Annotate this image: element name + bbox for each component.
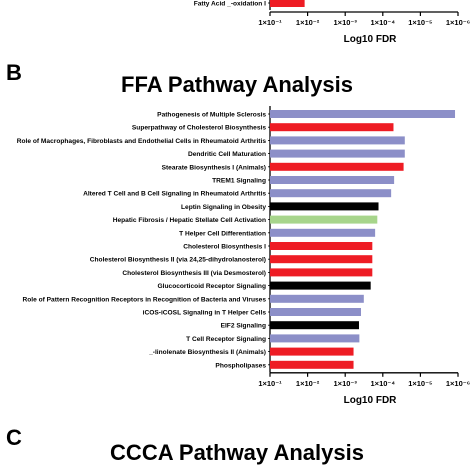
ffa-category-label: Stearate Biosynthesis I (Animals) xyxy=(162,164,266,171)
ffa-category-label: T Helper Cell Differentiation xyxy=(179,230,266,237)
ffa-bar xyxy=(270,334,360,343)
ffa-bar xyxy=(270,255,373,264)
panel-a-x-tick-label: 1×10⁻¹ xyxy=(258,18,282,27)
ffa-x-tick-label: 1×10⁻² xyxy=(296,379,320,388)
ffa-category-label: Role of Macrophages, Fibroblasts and End… xyxy=(17,138,267,145)
ffa-bar xyxy=(270,228,376,237)
ffa-bar xyxy=(270,308,362,316)
ffa-x-axis-label: Log10 FDR xyxy=(344,395,398,406)
panel-a-x-tick-label: 1×10⁻⁶ xyxy=(446,18,470,27)
panel-c-letter: C xyxy=(6,425,22,450)
ffa-bar xyxy=(270,360,354,369)
ffa-category-label: TREM1 Signaling xyxy=(212,178,266,185)
ffa-category-label: Cholesterol Biosynthesis III (via Desmos… xyxy=(122,270,266,277)
panel-a-x-tick-label: 1×10⁻² xyxy=(296,18,320,27)
ffa-category-label: Leptin Signaling in Obesity xyxy=(181,204,266,211)
ffa-category-label: Superpathway of Cholesterol Biosynthesis xyxy=(132,125,266,132)
ffa-category-label: Phospholipases xyxy=(215,362,266,369)
ffa-x-tick-label: 1×10⁻¹ xyxy=(258,379,282,388)
panel-a-x-tick-label: 1×10⁻³ xyxy=(334,18,358,27)
ffa-x-tick-label: 1×10⁻⁴ xyxy=(371,379,396,388)
ffa-category-label: Role of Pattern Recognition Receptors in… xyxy=(22,296,266,303)
ffa-bar xyxy=(270,110,456,118)
ccca-chart-title: CCCA Pathway Analysis xyxy=(110,440,364,465)
ffa-bar xyxy=(270,321,359,330)
ffa-category-label: Pathogenesis of Multiple Sclerosis xyxy=(157,112,266,119)
ffa-bar xyxy=(270,347,354,356)
ffa-bar xyxy=(270,268,373,277)
ffa-bar xyxy=(270,189,392,198)
ffa-x-tick-label: 1×10⁻⁵ xyxy=(408,379,433,388)
ffa-x-tick-label: 1×10⁻³ xyxy=(334,379,358,388)
ffa-chart-title: FFA Pathway Analysis xyxy=(121,72,353,97)
ffa-bar xyxy=(270,123,394,132)
ffa-bar xyxy=(270,202,379,211)
ffa-category-label: EIF2 Signaling xyxy=(221,323,266,330)
ffa-bar xyxy=(270,162,404,171)
ffa-category-label: Hepatic Fibrosis / Hepatic Stellate Cell… xyxy=(113,217,266,224)
panel-a-x-axis-label: Log10 FDR xyxy=(344,34,398,45)
ffa-category-label: Cholesterol Biosynthesis I xyxy=(183,244,266,251)
ffa-category-label: iCOS-iCOSL Signaling in T Helper Cells xyxy=(143,310,267,317)
ffa-category-label: T Cell Receptor Signaling xyxy=(186,336,266,343)
panel-a-x-tick-label: 1×10⁻⁴ xyxy=(371,18,396,27)
ffa-category-label: Glucocorticoid Receptor Signaling xyxy=(158,283,266,290)
panel-b-letter: B xyxy=(6,60,22,85)
ffa-bar xyxy=(270,242,373,250)
ffa-category-label: Altered T Cell and B Cell Signaling in R… xyxy=(83,191,266,198)
ffa-category-label: _-linolenate Biosynthesis II (Animals) xyxy=(148,349,266,356)
ffa-bar xyxy=(270,294,364,303)
panel-a-x-tick-label: 1×10⁻⁵ xyxy=(408,18,433,27)
ffa-bar xyxy=(270,176,395,184)
ffa-category-label: Cholesterol Biosynthesis II (via 24,25-d… xyxy=(90,257,266,264)
ffa-bar xyxy=(270,215,378,224)
ffa-bar xyxy=(270,136,405,145)
ffa-x-tick-label: 1×10⁻⁶ xyxy=(446,379,470,388)
ffa-category-label: Dendritic Cell Maturation xyxy=(188,151,266,158)
panel-a-category-label: Fatty Acid _-oxidation I xyxy=(194,1,266,8)
panel-a-bar xyxy=(270,0,305,7)
ffa-bar xyxy=(270,149,405,158)
ffa-bar xyxy=(270,281,371,290)
